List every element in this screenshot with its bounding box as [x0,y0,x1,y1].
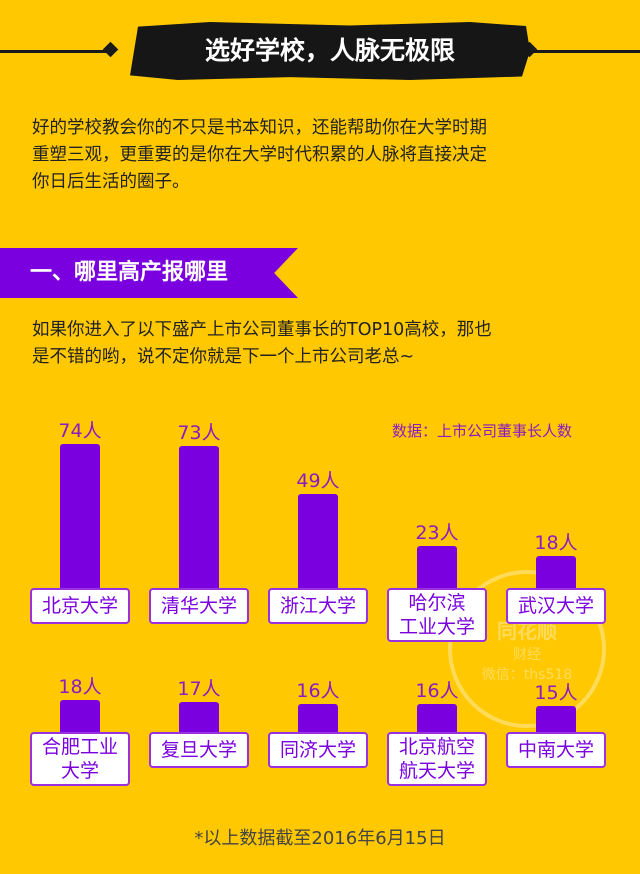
section-header-bar [0,248,298,298]
intro-line-3: 你日后生活的圈子。 [32,172,190,192]
intro-paragraph: 好的学校教会你的不只是书本知识，还能帮助你在大学时期 重塑三观，更重要的是你在大… [32,115,622,196]
category-label-10: 中南大学 [506,732,606,768]
value-label-9: 16人 [415,680,459,702]
category-label-5: 武汉大学 [506,588,606,624]
description-paragraph: 如果你进入了以下盛产上市公司董事长的TOP10高校，那也 是不错的哟，说不定你就… [32,317,622,371]
chart-source-note: 数据：上市公司董事长人数 [392,422,573,440]
value-label-1: 74人 [58,420,102,442]
section-heading: 一、哪里高产报哪里 [30,260,229,285]
category-label-3: 浙江大学 [268,588,368,624]
category-label-9: 北京航空 航天大学 [387,732,487,786]
desc-line-2: 是不错的哟，说不定你就是下一个上市公司老总~ [32,347,415,367]
bar-9 [417,704,457,736]
value-label-10: 15人 [534,682,578,704]
desc-line-1: 如果你进入了以下盛产上市公司董事长的TOP10高校，那也 [32,320,492,340]
category-label-7: 复旦大学 [149,732,249,768]
value-label-3: 49人 [296,470,340,492]
watermark-logo: 同花顺 财经 微信：ths518 [448,570,606,728]
footnote: *以上数据截至2016年6月15日 [194,828,446,849]
bar-8 [298,704,338,736]
category-label-6: 合肥工业 大学 [30,732,130,786]
category-label-4: 哈尔滨 工业大学 [387,588,487,642]
category-label-8: 同济大学 [268,732,368,768]
bar-4 [417,546,457,592]
value-label-7: 17人 [177,678,221,700]
bar-1 [60,444,100,592]
watermark-sub: 财经 [513,646,541,663]
category-label-2: 清华大学 [149,588,249,624]
intro-line-1: 好的学校教会你的不只是书本知识，还能帮助你在大学时期 [32,118,487,138]
value-label-8: 16人 [296,680,340,702]
value-label-2: 73人 [177,422,221,444]
value-label-5: 18人 [534,532,578,554]
bar-3 [298,494,338,592]
title-line-left [0,50,112,53]
value-label-4: 23人 [415,522,459,544]
bar-7 [179,702,219,736]
watermark-wechat: 微信：ths518 [481,666,573,683]
bar-6 [60,700,100,736]
title-diamond-left [102,41,119,58]
value-label-6: 18人 [58,676,102,698]
title-line-right [528,50,640,53]
category-label-1: 北京大学 [30,588,130,624]
intro-line-2: 重塑三观，更重要的是你在大学时代积累的人脉将直接决定 [32,145,487,165]
page-title: 选好学校，人脉无极限 [204,36,455,65]
title-banner [130,22,530,80]
bar-2 [179,446,219,592]
bar-10 [536,706,576,736]
bar-5 [536,556,576,592]
